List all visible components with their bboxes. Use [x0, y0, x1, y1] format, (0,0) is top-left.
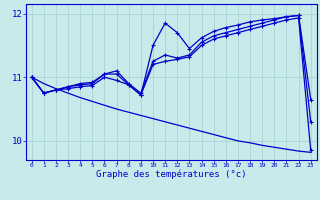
X-axis label: Graphe des températures (°c): Graphe des températures (°c) [96, 170, 246, 179]
